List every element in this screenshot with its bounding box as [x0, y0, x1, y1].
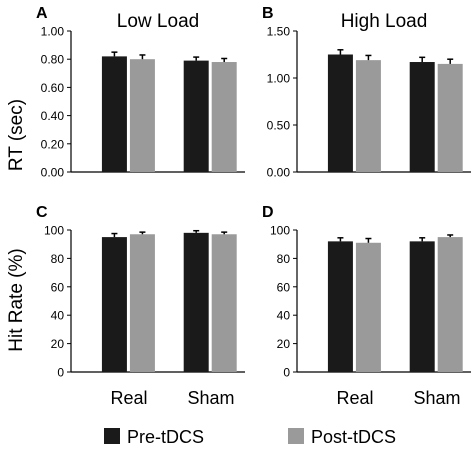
y-tick-label: 40: [277, 309, 291, 323]
bar-pre-tdcs-real: [327, 54, 353, 172]
bar-post-tdcs-sham: [437, 237, 463, 372]
bar-pre-tdcs-real: [101, 56, 127, 172]
y-tick-label: 100: [270, 224, 290, 238]
bar-pre-tdcs-sham: [409, 62, 435, 172]
y-tick-label: 100: [44, 224, 64, 238]
legend-label-post: Post-tDCS: [311, 427, 396, 447]
bar-pre-tdcs-real: [327, 241, 353, 372]
y-tick-label: 0.80: [41, 53, 65, 67]
y-tick-label: 20: [277, 337, 291, 351]
panel-letter-b: B: [262, 5, 274, 22]
chart-panel-c: C 0 20 40 60 80 100: [36, 204, 245, 380]
bar-post-tdcs-sham: [437, 63, 463, 172]
y-axis-label-hit-rate: Hit Rate (%): [6, 248, 27, 351]
bar-post-tdcs-real: [129, 234, 155, 372]
y-tick-label: 0: [57, 366, 64, 380]
legend-swatch-post: [288, 428, 304, 444]
chart-panel-d: D 0 20 40 60 80 100: [262, 204, 471, 380]
legend-swatch-pre: [104, 428, 120, 444]
y-tick-label: 60: [51, 280, 65, 294]
y-tick-label: 40: [51, 309, 65, 323]
y-tick-label: 0.50: [267, 119, 291, 133]
bar-post-tdcs-real: [129, 59, 155, 173]
y-axis-label-rt: RT (sec): [6, 99, 27, 171]
chart-panel-b: B High Load 0.00 0.50 1.00 1.50: [262, 5, 471, 180]
y-tick-label: 1.00: [41, 25, 65, 39]
panel-letter-a: A: [36, 5, 48, 22]
y-tick-label: 0.00: [41, 166, 65, 180]
y-tick-label: 0.40: [41, 109, 65, 123]
y-tick-label: 1.00: [267, 72, 291, 86]
y-tick-label: 80: [277, 252, 291, 266]
x-tick-label-sham-left: Sham: [187, 388, 234, 408]
y-tick-label: 20: [51, 337, 65, 351]
x-tick-label-real-right: Real: [336, 388, 373, 408]
x-tick-label-real-left: Real: [110, 388, 147, 408]
y-tick-label: 0.20: [41, 137, 65, 151]
panel-letter-c: C: [36, 204, 48, 221]
y-tick-label: 0.00: [267, 166, 291, 180]
y-tick-label: 1.50: [267, 25, 291, 39]
bar-post-tdcs-sham: [211, 62, 237, 172]
y-tick-label: 0.60: [41, 81, 65, 95]
legend-label-pre: Pre-tDCS: [127, 427, 204, 447]
panel-letter-d: D: [262, 204, 274, 221]
panel-title: High Load: [341, 11, 428, 32]
y-tick-label: 60: [277, 280, 291, 294]
y-tick-label: 80: [51, 252, 65, 266]
bar-post-tdcs-sham: [211, 234, 237, 372]
legend: Pre-tDCS Post-tDCS: [104, 427, 396, 447]
panel-title: Low Load: [117, 11, 199, 32]
panels: A Low Load 0.00 0.20 0.40 0.60 0.80 1.00 B High L…: [36, 5, 471, 380]
bar-pre-tdcs-sham: [409, 241, 435, 372]
x-tick-label-sham-right: Sham: [413, 388, 460, 408]
bar-pre-tdcs-sham: [183, 232, 209, 372]
bar-post-tdcs-real: [355, 60, 381, 172]
bar-pre-tdcs-real: [101, 237, 127, 372]
bar-post-tdcs-real: [355, 242, 381, 372]
chart-panel-a: A Low Load 0.00 0.20 0.40 0.60 0.80 1.00: [36, 5, 245, 180]
bar-pre-tdcs-sham: [183, 60, 209, 172]
y-tick-label: 0: [283, 366, 290, 380]
